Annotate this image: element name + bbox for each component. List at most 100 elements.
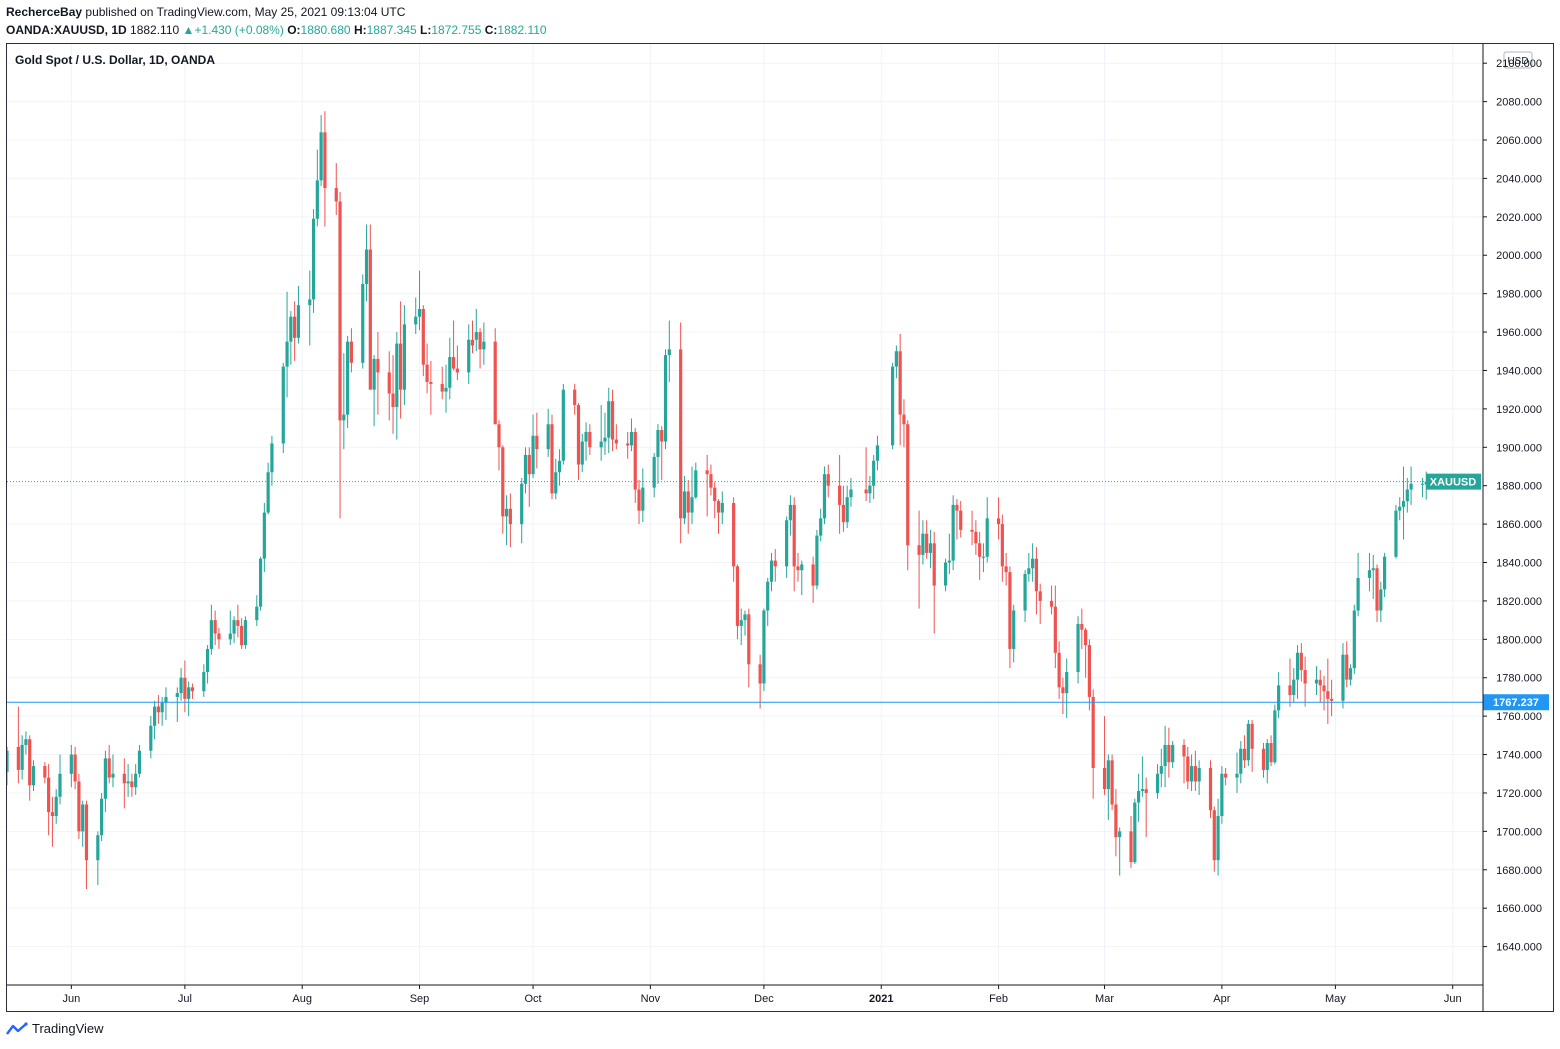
candle-body [660,430,664,442]
up-arrow-icon: ▲ [182,23,195,37]
candle-body [470,339,475,346]
y-tick-label: 1660.000 [1496,903,1542,915]
x-tick-label: Sep [410,993,430,1005]
footer-brand-label: TradingView [32,1021,104,1036]
candle-body [932,543,936,586]
low-label: L: [420,23,432,37]
close-label: C: [484,23,498,37]
x-tick-label: Dec [754,993,774,1005]
candle-body [1000,524,1004,567]
candle-body [1401,501,1406,507]
candle-body [580,441,584,465]
y-tick-label: 2040.000 [1496,173,1542,185]
y-tick-label: 1680.000 [1496,865,1542,877]
candle-body [686,491,690,513]
candle-body [1273,710,1277,763]
candle-body [285,341,289,367]
candle-body [202,671,206,692]
y-tick-label: 1820.000 [1496,596,1542,608]
candle-body [864,489,868,494]
candle-body [391,393,395,407]
candle-body [504,508,509,517]
x-tick-label: Apr [1213,993,1230,1005]
candle-body [1102,767,1107,790]
candle-body [54,796,58,817]
candle-body [395,343,399,407]
candle-body [637,489,641,511]
candle-body [342,414,346,421]
candle-body [187,687,191,699]
candle-body [735,566,740,626]
candle-body [875,445,880,461]
candle-body [311,218,316,300]
candle-body [364,249,369,285]
candle-body [1091,696,1095,768]
candle-body [1193,766,1197,782]
candle-body [258,558,263,607]
y-tick-label: 2100.000 [1496,58,1542,70]
candle-body [96,835,100,861]
candle-body [149,725,153,751]
candle-body [1114,804,1118,838]
candle-body [1061,687,1065,694]
level-tag-bg [1483,694,1549,711]
y-tick-label: 2020.000 [1496,212,1542,224]
candle-body [31,766,36,786]
candle-body [1208,767,1213,811]
candle-body [800,564,804,571]
candle-body [713,487,717,502]
candle-body [137,750,142,774]
publisher-name[interactable]: RecherceBay [6,5,83,19]
candle-body [183,677,187,699]
published-text: published on TradingView.com, May 25, 20… [85,5,406,19]
x-tick-label: May [1325,993,1346,1005]
candle-body [236,620,240,626]
candle-body [629,431,634,446]
candle-body [43,766,47,778]
candle-body [546,424,550,450]
candle-body [1383,556,1387,590]
candle-body [73,754,77,782]
candle-body [667,349,671,356]
y-tick-label: 1940.000 [1496,365,1542,377]
x-tick-label: Aug [292,993,312,1005]
candle-body [1023,574,1027,611]
candle-body [974,531,978,544]
candle-body [58,773,62,797]
candle-body [1053,606,1057,653]
candle-body [164,696,168,703]
candle-body [296,305,301,338]
candle-body [126,781,130,784]
y-tick-label: 1780.000 [1496,673,1542,685]
candle-body [16,746,20,770]
candle-body [1326,691,1330,699]
candle-body [716,501,721,513]
candle-body [372,358,376,390]
candle-body [626,443,630,446]
candle-body [947,560,951,563]
candle-body [1065,671,1069,694]
open-value: 1880.680 [300,23,351,37]
open-label: O: [287,23,301,37]
candle-body [1118,831,1122,838]
candle-body [1084,629,1088,646]
candle-body [652,456,656,488]
candle-body [319,132,323,181]
chart-title: Gold Spot / U.S. Dollar, 1D, OANDA [15,53,215,67]
candle-body [448,357,452,388]
x-tick-label: Feb [989,993,1008,1005]
y-tick-label: 1920.000 [1496,404,1542,416]
candle-body [205,648,210,672]
candle-body [334,188,338,202]
footer-brand[interactable]: TradingView [6,1021,104,1036]
candle-body [985,518,989,557]
candle-body [773,560,777,567]
candle-body [1394,510,1398,557]
candle-body [959,510,963,530]
candle-body [1295,652,1300,680]
candle-body [1371,568,1375,571]
candle-body [891,366,895,446]
candle-body [417,309,422,317]
candle-body [610,401,615,440]
